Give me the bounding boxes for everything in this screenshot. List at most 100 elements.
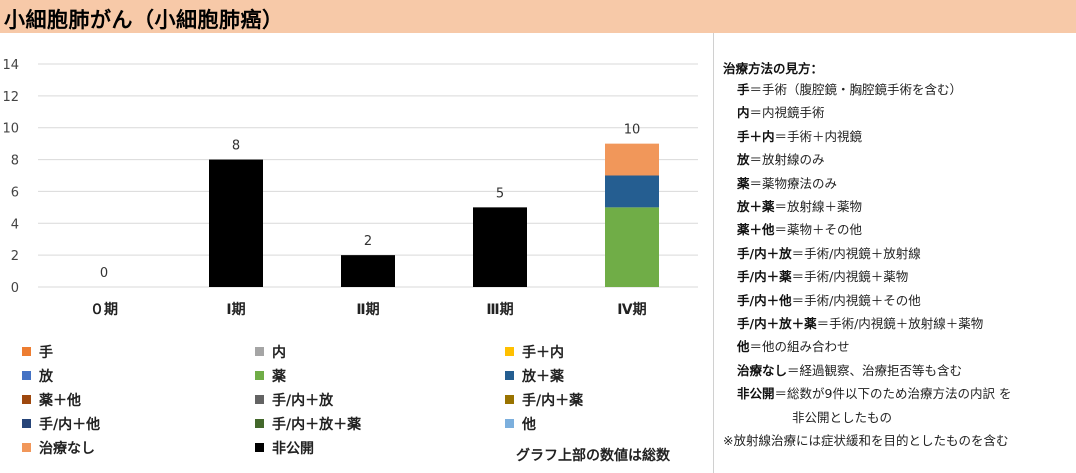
notes-key: 手/内＋放＋薬	[737, 316, 817, 331]
notes-line: 薬＝薬物療法のみ	[737, 173, 837, 192]
legend-label: 他	[522, 417, 536, 433]
notes-key: 治療なし	[737, 362, 788, 378]
legend-item: 放	[22, 366, 53, 386]
totals-note: グラフ上部の数値は総数	[516, 448, 670, 464]
notes-line: 手/内＋薬＝手術/内視鏡＋薬物	[737, 266, 908, 285]
legend-swatch	[22, 419, 31, 428]
legend-swatch	[255, 395, 264, 404]
notes-text: ＝他の組み合わせ	[749, 339, 850, 355]
legend-label: 放	[39, 369, 53, 385]
legend-label: 治療なし	[39, 441, 95, 457]
notes-line: 他＝他の組み合わせ	[737, 336, 850, 355]
legend-swatch	[22, 443, 31, 452]
y-tick-label: 4	[11, 217, 19, 232]
title-bar: 小細胞肺がん（小細胞肺癌）	[0, 0, 1076, 33]
notes-key: 他	[737, 339, 750, 355]
legend-swatch	[255, 347, 264, 356]
legend-label: 薬	[272, 369, 286, 385]
legend-label: 薬＋他	[39, 393, 81, 409]
notes-text: ＝薬物療法のみ	[749, 175, 838, 191]
notes-line: 放＝放射線のみ	[737, 149, 825, 168]
notes-continuation: 非公開としたもの	[792, 409, 893, 425]
y-tick-label: 12	[2, 90, 19, 105]
bar-segment	[605, 207, 659, 287]
notes-line: 手＝手術（腹腔鏡・胸腔鏡手術を含む）	[737, 79, 962, 98]
notes-text: ＝総数が9件以下のため治療方法の内訳 を	[774, 386, 1012, 402]
bar-segment	[341, 255, 395, 287]
legend-label: 放＋薬	[522, 369, 564, 385]
notes-line: 内＝内視鏡手術	[737, 102, 825, 121]
legend-swatch	[255, 371, 264, 380]
notes-key: 手/内＋放	[737, 245, 792, 261]
legend-label: 手	[39, 345, 53, 361]
notes-key: 手	[737, 82, 750, 97]
legend-item: 手/内＋薬	[505, 390, 583, 410]
legend-item: 手＋内	[505, 342, 564, 362]
notes-key: 手＋内	[737, 128, 775, 144]
legend-label: 内	[272, 345, 286, 361]
legend-swatch	[22, 395, 31, 404]
notes-key: 手/内＋薬	[737, 269, 792, 285]
page-title: 小細胞肺がん（小細胞肺癌）	[4, 8, 284, 32]
y-tick-label: 6	[11, 185, 19, 200]
y-tick-label: 8	[11, 154, 19, 169]
legend-item: 手/内＋放	[255, 390, 333, 410]
legend-item: 治療なし	[22, 438, 95, 458]
bar-total-label: 0	[100, 266, 108, 281]
notes-key: 放	[737, 152, 750, 168]
legend-item: 他	[505, 414, 536, 434]
notes-text: ＝手術/内視鏡＋その他	[791, 292, 921, 308]
bar-segment	[605, 175, 659, 208]
legend-swatch	[255, 443, 264, 452]
legend-swatch	[505, 347, 514, 356]
notes-line: 治療なし＝経過観察、治療拒否等も含む	[737, 360, 962, 379]
notes-key: 薬＋他	[737, 222, 775, 238]
legend-label: 手/内＋他	[39, 417, 101, 433]
notes-key: 非公開	[737, 386, 775, 402]
notes-text: ＝手術（腹腔鏡・胸腔鏡手術を含む）	[749, 82, 963, 97]
legend-item: 手/内＋他	[22, 414, 100, 434]
legend-item: 放＋薬	[505, 366, 564, 386]
bar-total-label: 10	[624, 123, 641, 138]
stacked-bar-chart: 0 2 4 6 8 10 12 14 0 ０期 8 Ⅰ期 2 Ⅱ期 5 Ⅲ期 10 Ⅳ期	[2, 58, 698, 318]
legend-swatch	[505, 419, 514, 428]
y-tick-label: 14	[2, 58, 19, 73]
notes-line: 放＋薬＝放射線＋薬物	[737, 196, 862, 215]
x-category-label: Ⅱ期	[356, 302, 379, 318]
notes-text: ＝薬物＋その他	[774, 222, 863, 238]
legend-swatch	[255, 419, 264, 428]
notes-text: ＝手術/内視鏡＋放射線＋薬物	[816, 316, 984, 331]
notes-text: ＝手術/内視鏡＋薬物	[791, 269, 909, 285]
notes-line: 手＋内＝手術＋内視鏡	[737, 126, 862, 145]
notes-key: 薬	[737, 175, 750, 191]
legend-swatch	[505, 371, 514, 380]
notes-text: ＝手術＋内視鏡	[774, 128, 863, 144]
notes-line: 手/内＋放＋薬＝手術/内視鏡＋放射線＋薬物	[737, 313, 983, 332]
chart-legend: 手 内 手＋内放 薬 放＋薬薬＋他 手/内＋放 手/内＋薬手/内＋他 手/内＋放＋薬 他治療なし…	[22, 340, 702, 470]
notes-line: 非公開＝総数が9件以下のため治療方法の内訳 を	[737, 383, 1011, 402]
bar-segment	[473, 207, 527, 287]
x-category-label: ０期	[90, 302, 118, 318]
legend-item: 手	[22, 342, 53, 362]
y-tick-label: 10	[2, 122, 19, 137]
notes-text: ＝経過観察、治療拒否等も含む	[787, 362, 963, 378]
notes-text: ＝放射線＋薬物	[774, 199, 863, 214]
y-tick-label: 0	[11, 281, 19, 296]
bar-segment	[605, 143, 659, 176]
legend-item: 手/内＋放＋薬	[255, 414, 361, 434]
legend-item: 非公開	[255, 438, 314, 458]
notes-key: 手/内＋他	[737, 292, 792, 308]
notes-footnote: ※放射線治療には症状緩和を目的としたものを含む	[723, 433, 1009, 448]
notes-text: ＝手術/内視鏡＋放射線	[791, 245, 921, 261]
bar-total-label: 8	[232, 139, 240, 154]
notes-text: ＝内視鏡手術	[749, 105, 825, 121]
notes-key: 放＋薬	[737, 199, 775, 214]
legend-swatch	[22, 347, 31, 356]
notes-line: 手/内＋放＝手術/内視鏡＋放射線	[737, 243, 921, 262]
legend-label: 手/内＋放＋薬	[272, 417, 362, 433]
x-category-label: Ⅲ期	[486, 302, 513, 318]
panel-divider	[713, 33, 714, 473]
legend-item: 内	[255, 342, 286, 362]
legend-swatch	[22, 371, 31, 380]
x-category-label: Ⅳ期	[617, 302, 646, 318]
